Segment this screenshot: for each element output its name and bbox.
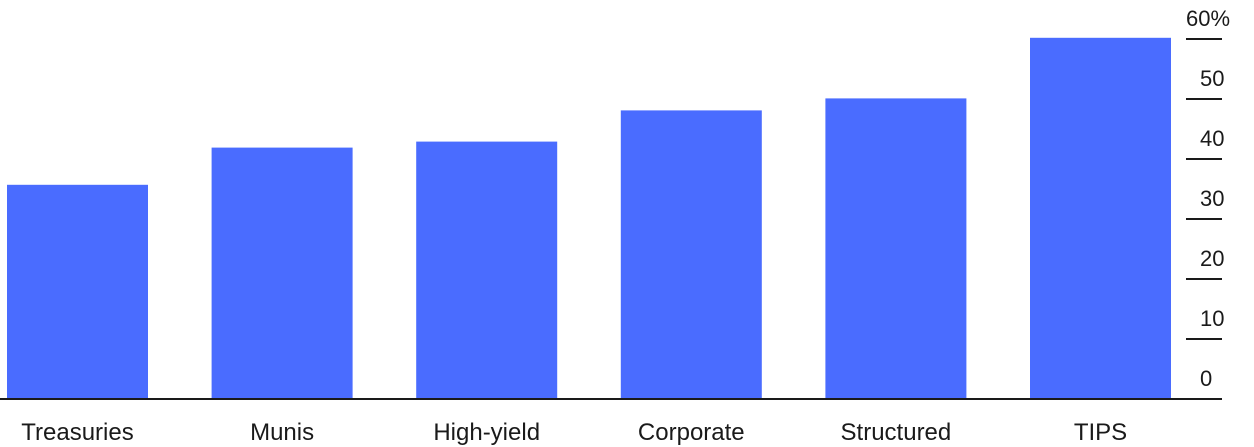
- bar-corporate: [620, 110, 762, 400]
- y-axis: 0 10 20 30 40 50 60%: [1186, 6, 1230, 391]
- category-label: Munis: [250, 419, 314, 446]
- y-tick-label: 40: [1200, 126, 1224, 151]
- bars-group: [7, 37, 1171, 400]
- y-tick-label: 30: [1200, 186, 1224, 211]
- x-axis-labels: Treasuries Munis High-yield Corporate Struct…: [21, 419, 1127, 446]
- category-label: Corporate: [638, 419, 745, 446]
- bar-treasuries: [7, 184, 148, 399]
- y-tick-label: 0: [1200, 366, 1212, 391]
- y-tick-label: 10: [1200, 306, 1224, 331]
- category-label: TIPS: [1074, 419, 1127, 446]
- bar-munis: [211, 147, 353, 399]
- y-tick-label: 20: [1200, 246, 1224, 271]
- y-tick-label: 50: [1200, 66, 1224, 91]
- bar-high-yield: [416, 141, 558, 399]
- category-label: Structured: [841, 419, 952, 446]
- y-tick-label: 60%: [1186, 6, 1230, 31]
- bar-tips: [1030, 37, 1171, 400]
- category-label: Treasuries: [21, 419, 133, 446]
- bar-structured: [825, 98, 967, 400]
- category-label: High-yield: [433, 419, 540, 446]
